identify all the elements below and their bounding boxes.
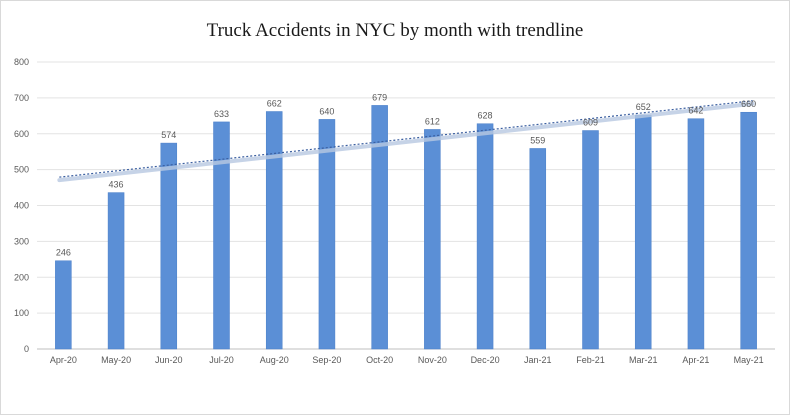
x-tick-label: May-20: [101, 355, 131, 365]
y-tick-label: 300: [14, 236, 29, 246]
y-axis-labels: 0 100 200 300 400 500 600 700 800: [14, 57, 29, 354]
data-label: 246: [56, 248, 71, 258]
bar: [107, 192, 125, 350]
data-label: 559: [530, 135, 545, 145]
x-tick-label: Dec-20: [471, 355, 500, 365]
x-tick-label: Feb-21: [576, 355, 605, 365]
bar: [582, 130, 599, 350]
x-tick-label: May-21: [734, 355, 764, 365]
trendline: [57, 100, 755, 183]
y-tick-label: 700: [14, 93, 29, 103]
y-tick-label: 200: [14, 272, 29, 282]
x-tick-label: Sep-20: [312, 355, 341, 365]
data-label: 679: [372, 92, 387, 102]
data-label: 574: [161, 130, 176, 140]
trendline-shadow: [57, 101, 755, 183]
y-tick-label: 400: [14, 201, 29, 211]
bar: [740, 111, 757, 350]
bar: [529, 148, 547, 350]
data-labels: 246 436 574 633 662 640 679 612 628 559 609 652 642 6…: [56, 92, 756, 257]
bars: [55, 105, 757, 350]
data-label: 609: [583, 118, 598, 128]
x-tick-label: Mar-21: [629, 355, 658, 365]
x-tick-label: Oct-20: [366, 355, 393, 365]
bar: [424, 129, 441, 350]
x-tick-label: Apr-20: [50, 355, 77, 365]
data-label: 633: [214, 109, 229, 119]
bar: [213, 121, 230, 350]
y-tick-label: 500: [14, 165, 29, 175]
x-tick-label: Aug-20: [260, 355, 289, 365]
bar: [318, 119, 336, 350]
x-tick-label: Jun-20: [155, 355, 183, 365]
y-tick-label: 100: [14, 308, 29, 318]
data-label: 662: [267, 99, 282, 109]
bar: [476, 123, 494, 350]
bar: [371, 105, 388, 350]
bar: [687, 118, 705, 350]
data-label: 640: [319, 106, 334, 116]
x-tick-label: Apr-21: [682, 355, 709, 365]
y-tick-label: 600: [14, 129, 29, 139]
data-label: 436: [109, 180, 124, 190]
bar: [55, 260, 72, 350]
x-tick-label: Jan-21: [524, 355, 552, 365]
chart-title: Truck Accidents in NYC by month with tre…: [206, 20, 584, 41]
data-label: 612: [425, 116, 440, 126]
data-label: 628: [478, 111, 493, 121]
data-label: 652: [636, 102, 651, 112]
x-tick-label: Nov-20: [418, 355, 447, 365]
bar: [634, 114, 652, 350]
data-label: 660: [741, 99, 756, 109]
gridlines: [37, 61, 775, 350]
data-label: 642: [688, 106, 703, 116]
bar: [160, 142, 178, 350]
x-tick-label: Jul-20: [209, 355, 234, 365]
y-tick-label: 800: [14, 57, 29, 67]
trendline-line: [59, 100, 753, 178]
bar: [265, 111, 283, 350]
x-axis-labels: Apr-20 May-20 Jun-20 Jul-20 Aug-20 Sep-20 Oct-…: [50, 355, 764, 365]
y-tick-label: 0: [24, 344, 29, 354]
